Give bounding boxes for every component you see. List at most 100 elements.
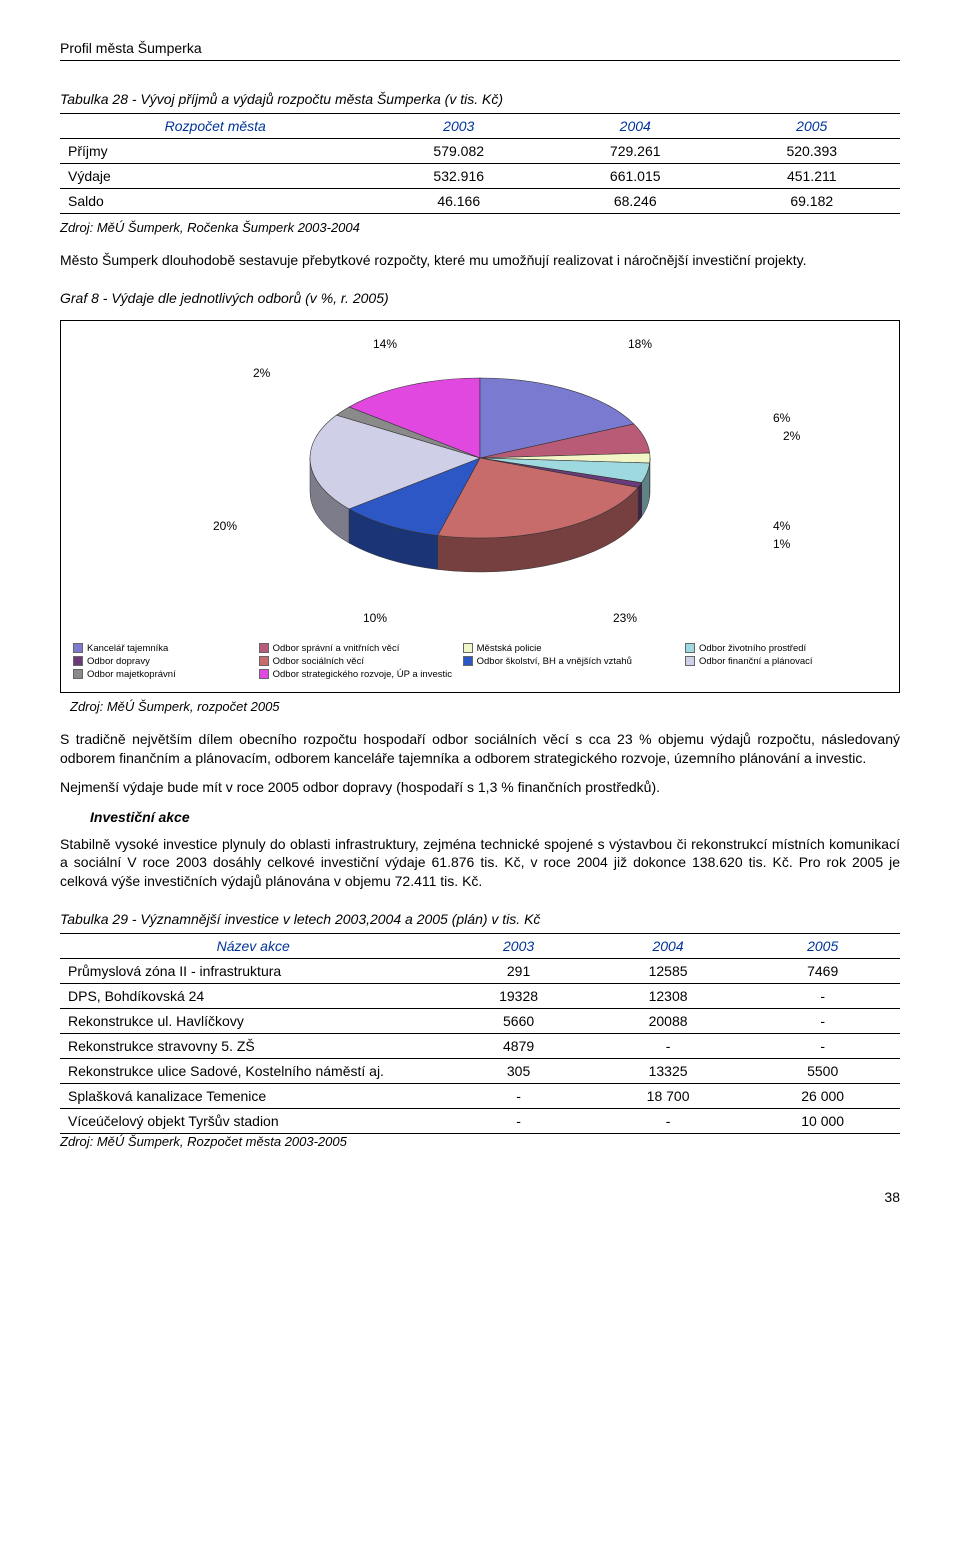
row-value: 7469 (745, 959, 900, 984)
legend-label: Odbor dopravy (87, 656, 150, 667)
legend-label: Odbor životního prostředí (699, 643, 806, 654)
row-value: 12585 (591, 959, 746, 984)
row-label: Výdaje (60, 164, 370, 189)
t29-col1: 2003 (446, 934, 590, 959)
paragraph-1: Město Šumperk dlouhodobě sestavuje přeby… (60, 251, 900, 270)
chart-frame: 14% 18% 2% 6% 2% 20% 4% 1% 10% 23% Kance… (60, 320, 900, 693)
table-row: Rekonstrukce ul. Havlíčkovy566020088- (60, 1009, 900, 1034)
legend-swatch (685, 656, 695, 666)
pct-10: 10% (363, 611, 387, 625)
table-row: Saldo46.16668.24669.182 (60, 189, 900, 214)
legend-item: Kancelář tajemníka (73, 643, 257, 654)
row-label: Rekonstrukce ulice Sadové, Kostelního ná… (60, 1059, 446, 1084)
pct-2b: 2% (783, 429, 800, 443)
row-value: 5660 (446, 1009, 590, 1034)
t29-col3: 2005 (745, 934, 900, 959)
row-value: 4879 (446, 1034, 590, 1059)
legend-label: Odbor strategického rozvoje, ÚP a invest… (273, 669, 452, 680)
legend-item (685, 669, 887, 680)
row-value: 13325 (591, 1059, 746, 1084)
table-row: Víceúčelový objekt Tyršův stadion--10 00… (60, 1109, 900, 1134)
table-row: Rekonstrukce stravovny 5. ZŠ4879-- (60, 1034, 900, 1059)
pct-6: 6% (773, 411, 790, 425)
pct-2a: 2% (253, 366, 270, 380)
legend-swatch (463, 643, 473, 653)
legend-row: Odbor majetkoprávní Odbor strategického r… (73, 669, 887, 680)
row-value: 18 700 (591, 1084, 746, 1109)
pct-4: 4% (773, 519, 790, 533)
legend-item: Odbor školství, BH a vnějších vztahů (463, 656, 683, 667)
t29-col2: 2004 (591, 934, 746, 959)
row-value: - (591, 1034, 746, 1059)
legend-item: Odbor sociálních věcí (259, 656, 461, 667)
legend-item: Odbor majetkoprávní (73, 669, 257, 680)
table-row: Rekonstrukce ulice Sadové, Kostelního ná… (60, 1059, 900, 1084)
legend-swatch (685, 643, 695, 653)
t29-col0: Název akce (60, 934, 446, 959)
pie-chart: 14% 18% 2% 6% 2% 20% 4% 1% 10% 23% (73, 341, 887, 641)
row-value: 661.015 (547, 164, 724, 189)
table-row: Průmyslová zóna II - infrastruktura29112… (60, 959, 900, 984)
legend-swatch (73, 656, 83, 666)
row-value: 20088 (591, 1009, 746, 1034)
legend-swatch (259, 643, 269, 653)
row-value: - (446, 1109, 590, 1134)
paragraph-3: Nejmenší výdaje bude mít v roce 2005 odb… (60, 778, 900, 797)
legend-swatch (259, 669, 269, 679)
page-header: Profil města Šumperka (60, 40, 900, 56)
table-row: Příjmy579.082729.261520.393 (60, 139, 900, 164)
row-value: 291 (446, 959, 590, 984)
paragraph-2: S tradičně největším dílem obecního rozp… (60, 730, 900, 768)
row-value: 19328 (446, 984, 590, 1009)
row-label: Rekonstrukce ul. Havlíčkovy (60, 1009, 446, 1034)
row-label: Rekonstrukce stravovny 5. ZŠ (60, 1034, 446, 1059)
row-value: 451.211 (723, 164, 900, 189)
legend-row: Odbor dopravy Odbor sociálních věcí Odbor … (73, 656, 887, 667)
row-label: Příjmy (60, 139, 370, 164)
table-row: DPS, Bohdíkovská 241932812308- (60, 984, 900, 1009)
row-label: Saldo (60, 189, 370, 214)
legend-row: Kancelář tajemníka Odbor správní a vnitřn… (73, 643, 887, 654)
legend-item: Odbor dopravy (73, 656, 257, 667)
row-label: Víceúčelový objekt Tyršův stadion (60, 1109, 446, 1134)
table29-title: Tabulka 29 - Významnější investice v let… (60, 911, 900, 927)
legend-swatch (73, 643, 83, 653)
row-value: 5500 (745, 1059, 900, 1084)
t28-col2: 2004 (547, 114, 724, 139)
row-value: 729.261 (547, 139, 724, 164)
table29-source: Zdroj: MěÚ Šumperk, Rozpočet města 2003-… (60, 1134, 900, 1149)
subsection-title: Investiční akce (90, 809, 900, 825)
t28-col1: 2003 (370, 114, 547, 139)
row-value: 69.182 (723, 189, 900, 214)
row-value: 10 000 (745, 1109, 900, 1134)
row-value: - (745, 1009, 900, 1034)
row-value: 46.166 (370, 189, 547, 214)
row-value: 579.082 (370, 139, 547, 164)
table28-title: Tabulka 28 - Vývoj příjmů a výdajů rozpo… (60, 91, 900, 107)
pct-20: 20% (213, 519, 237, 533)
legend-item: Městská policie (463, 643, 683, 654)
row-label: Průmyslová zóna II - infrastruktura (60, 959, 446, 984)
pct-1: 1% (773, 537, 790, 551)
chart-source: Zdroj: MěÚ Šumperk, rozpočet 2005 (70, 699, 900, 714)
row-label: Splašková kanalizace Temenice (60, 1084, 446, 1109)
table28: Rozpočet města 2003 2004 2005 Příjmy579.… (60, 113, 900, 214)
row-value: - (591, 1109, 746, 1134)
row-value: 68.246 (547, 189, 724, 214)
row-label: DPS, Bohdíkovská 24 (60, 984, 446, 1009)
pct-18: 18% (628, 337, 652, 351)
legend-label: Odbor správní a vnitřních věcí (273, 643, 400, 654)
row-value: - (446, 1084, 590, 1109)
page-number: 38 (60, 1189, 900, 1205)
table-row: Splašková kanalizace Temenice-18 70026 0… (60, 1084, 900, 1109)
pie-svg (240, 348, 720, 608)
t28-col3: 2005 (723, 114, 900, 139)
legend-item: Odbor správní a vnitřních věcí (259, 643, 461, 654)
table29: Název akce 2003 2004 2005 Průmyslová zón… (60, 933, 900, 1134)
legend-item (463, 669, 683, 680)
legend-label: Odbor školství, BH a vnějších vztahů (477, 656, 632, 667)
row-value: 305 (446, 1059, 590, 1084)
table28-source: Zdroj: MěÚ Šumperk, Ročenka Šumperk 2003… (60, 220, 900, 235)
header-rule (60, 60, 900, 61)
row-value: - (745, 984, 900, 1009)
